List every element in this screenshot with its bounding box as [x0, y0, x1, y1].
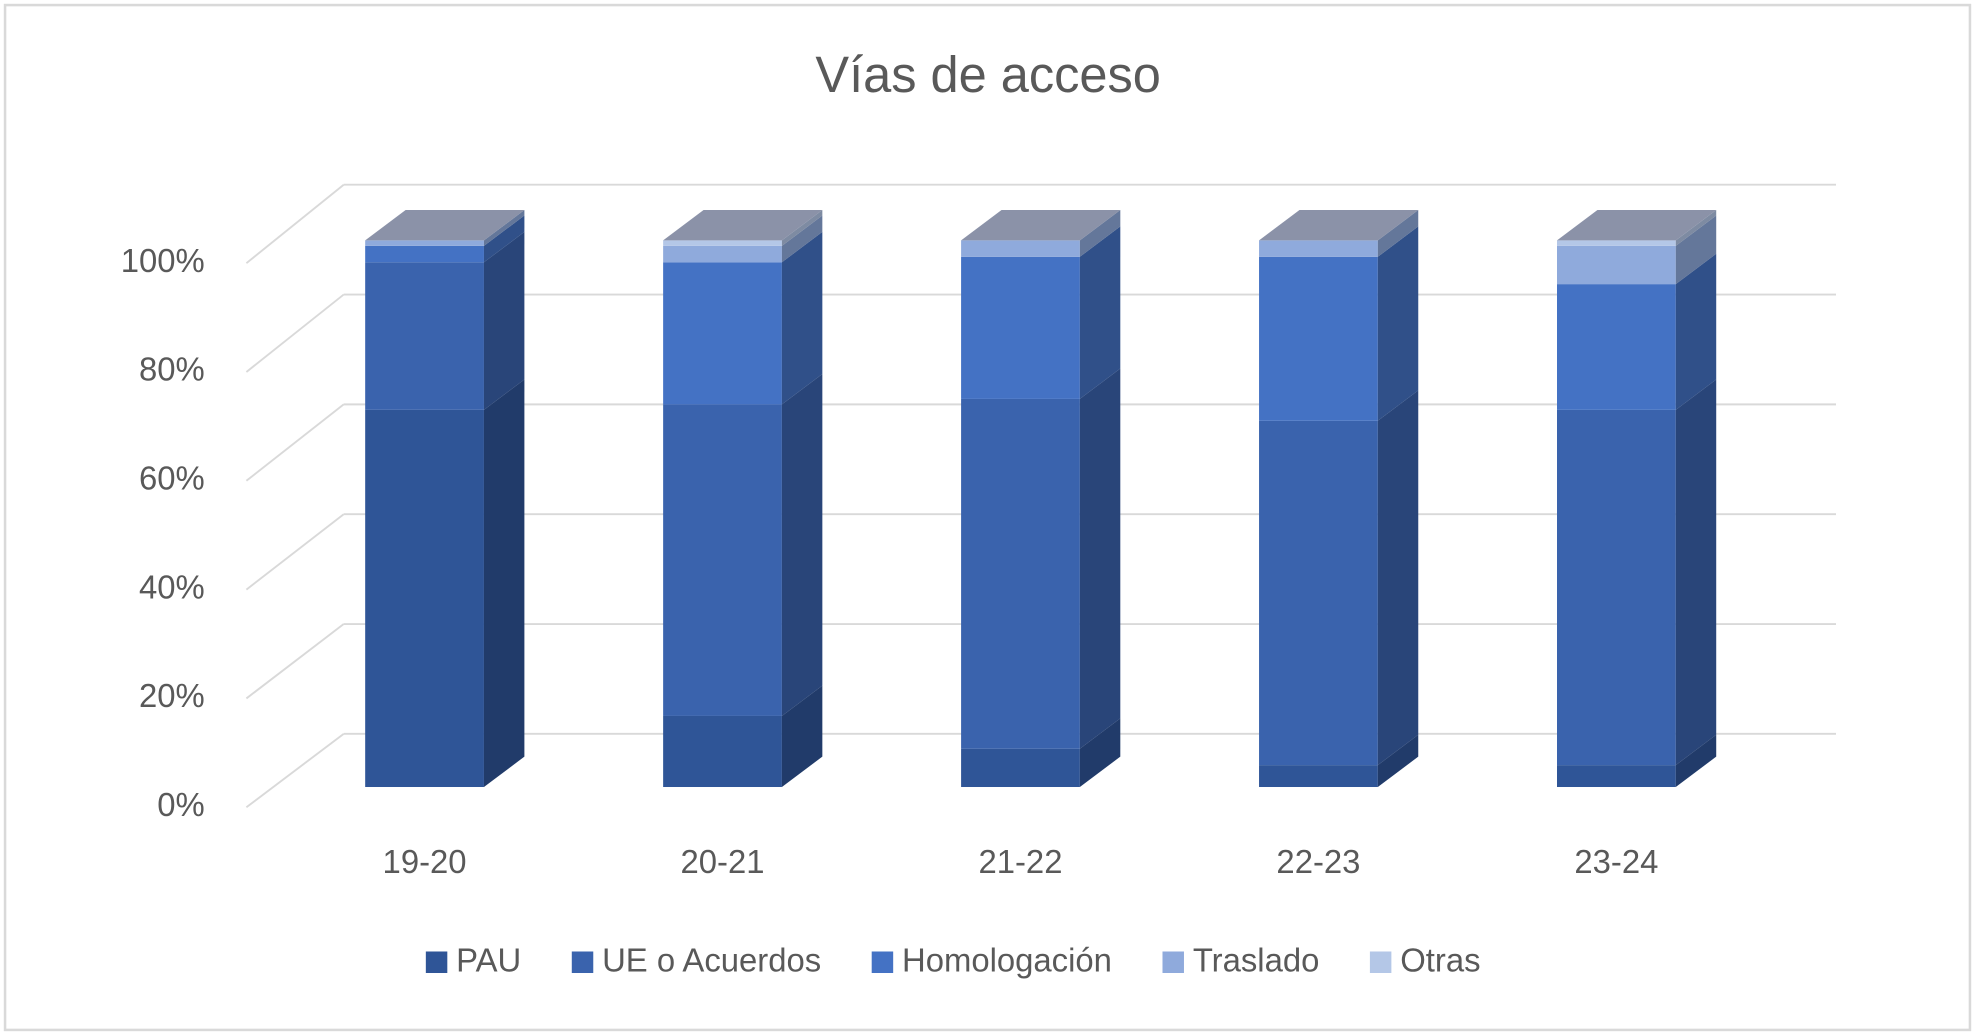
bar-top	[1557, 210, 1717, 241]
bar-side	[1377, 210, 1419, 257]
bar-side	[483, 210, 525, 246]
bar-front	[1557, 409, 1676, 766]
bar-side	[1675, 215, 1717, 285]
x-tick-label: 21-22	[978, 843, 1062, 880]
grid-line	[245, 403, 345, 482]
bar-side	[1377, 226, 1419, 421]
y-tick-label: 100%	[121, 242, 205, 279]
legend-swatch	[425, 951, 448, 974]
grid-line	[245, 513, 345, 591]
bar-top	[663, 210, 823, 241]
bar-front	[663, 404, 782, 716]
bar-front	[1259, 256, 1378, 421]
x-tick-label: 23-24	[1574, 843, 1658, 880]
grid-line	[245, 293, 345, 373]
grid-line	[245, 623, 345, 700]
legend-swatch	[871, 951, 894, 974]
bar-front	[663, 240, 782, 246]
y-tick-label: 40%	[139, 568, 205, 605]
bar-front	[961, 748, 1080, 788]
bar-front	[1259, 765, 1378, 788]
bar-side	[1675, 210, 1717, 246]
bar-side	[483, 231, 525, 410]
bar-side	[1079, 226, 1121, 399]
legend-label: UE o Acuerdos	[602, 942, 821, 979]
bar-side	[1079, 368, 1121, 749]
bar-top	[1259, 210, 1419, 241]
bar-front	[1557, 284, 1676, 410]
bar-top	[961, 210, 1121, 241]
bar-side	[1675, 734, 1717, 788]
bar-side	[1377, 390, 1419, 766]
bar-side	[781, 374, 823, 716]
bar-side	[781, 215, 823, 263]
bar-side	[483, 215, 525, 263]
bar-front	[1557, 245, 1676, 285]
legend-label: Otras	[1400, 942, 1480, 979]
legend-label: PAU	[456, 942, 521, 979]
legend-swatch	[1369, 951, 1392, 974]
bar-front	[1557, 240, 1676, 246]
bar-front	[365, 262, 484, 410]
bar-side	[781, 231, 823, 405]
bar-front	[365, 245, 484, 263]
y-tick-label: 80%	[139, 351, 205, 388]
bar-front	[961, 240, 1080, 257]
legend-label: Traslado	[1193, 942, 1320, 979]
bar-top	[365, 210, 525, 241]
bar-front	[663, 262, 782, 405]
bar-front	[1557, 765, 1676, 788]
bar-side	[1079, 210, 1121, 257]
bar-front	[663, 245, 782, 263]
bar-side	[1079, 718, 1121, 788]
bar-side	[781, 210, 823, 246]
x-tick-label: 22-23	[1276, 843, 1360, 880]
y-tick-label: 0%	[157, 786, 204, 823]
y-tick-label: 60%	[139, 459, 205, 496]
bar-side	[1675, 379, 1717, 766]
bar-front	[1259, 420, 1378, 766]
x-tick-label: 19-20	[383, 843, 467, 880]
x-tick-label: 20-21	[681, 843, 765, 880]
bar-side	[1377, 734, 1419, 788]
grid-line	[245, 733, 345, 809]
bar-side	[1675, 253, 1717, 410]
grid-line	[245, 183, 345, 264]
bar-front	[365, 409, 484, 788]
legend-label: Homologación	[902, 942, 1112, 979]
legend-swatch	[1162, 951, 1184, 974]
bar-front	[961, 398, 1080, 749]
bar-side	[483, 379, 525, 788]
bar-front	[1259, 240, 1378, 257]
legend-swatch	[571, 951, 594, 974]
bar-front	[663, 715, 782, 788]
bar-side	[781, 685, 823, 788]
chart-title: Vías de acceso	[815, 46, 1160, 103]
bar-front	[961, 256, 1080, 399]
y-tick-label: 20%	[139, 677, 205, 714]
bar-front	[365, 240, 484, 246]
